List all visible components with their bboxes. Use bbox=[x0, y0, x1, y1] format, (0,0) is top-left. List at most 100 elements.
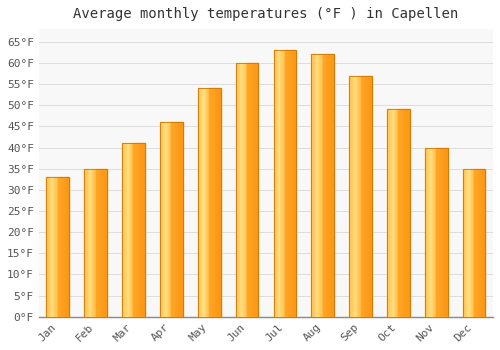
Bar bbox=[358, 76, 360, 317]
Bar bbox=[140, 143, 141, 317]
Bar bbox=[292, 50, 293, 317]
Bar bbox=[365, 76, 366, 317]
Bar bbox=[357, 76, 358, 317]
Bar bbox=[178, 122, 179, 317]
Bar bbox=[202, 88, 203, 317]
Bar bbox=[84, 169, 107, 317]
Bar bbox=[484, 169, 486, 317]
Bar bbox=[170, 122, 172, 317]
Bar bbox=[352, 76, 354, 317]
Bar bbox=[425, 148, 448, 317]
Bar bbox=[208, 88, 209, 317]
Bar bbox=[144, 143, 145, 317]
Bar bbox=[443, 148, 444, 317]
Bar bbox=[68, 177, 69, 317]
Bar bbox=[216, 88, 217, 317]
Bar bbox=[324, 55, 325, 317]
Bar bbox=[350, 76, 352, 317]
Bar bbox=[392, 110, 394, 317]
Bar bbox=[370, 76, 371, 317]
Bar bbox=[282, 50, 284, 317]
Bar bbox=[482, 169, 483, 317]
Bar bbox=[387, 110, 410, 317]
Bar bbox=[387, 110, 388, 317]
Bar bbox=[364, 76, 365, 317]
Bar bbox=[317, 55, 318, 317]
Bar bbox=[363, 76, 364, 317]
Bar bbox=[198, 88, 220, 317]
Bar bbox=[52, 177, 53, 317]
Bar bbox=[312, 55, 314, 317]
Bar bbox=[168, 122, 169, 317]
Bar bbox=[402, 110, 403, 317]
Bar bbox=[470, 169, 472, 317]
Bar bbox=[432, 148, 433, 317]
Bar bbox=[210, 88, 212, 317]
Bar bbox=[98, 169, 99, 317]
Bar bbox=[480, 169, 481, 317]
Bar bbox=[50, 177, 51, 317]
Bar bbox=[476, 169, 478, 317]
Bar bbox=[96, 169, 98, 317]
Bar bbox=[246, 63, 247, 317]
Bar bbox=[58, 177, 59, 317]
Bar bbox=[244, 63, 246, 317]
Bar bbox=[56, 177, 58, 317]
Bar bbox=[142, 143, 144, 317]
Bar bbox=[388, 110, 390, 317]
Bar bbox=[200, 88, 201, 317]
Bar bbox=[239, 63, 240, 317]
Bar bbox=[124, 143, 126, 317]
Bar bbox=[129, 143, 130, 317]
Bar bbox=[217, 88, 218, 317]
Bar bbox=[86, 169, 88, 317]
Bar bbox=[174, 122, 176, 317]
Bar bbox=[428, 148, 430, 317]
Bar bbox=[468, 169, 469, 317]
Bar bbox=[366, 76, 368, 317]
Bar bbox=[442, 148, 443, 317]
Bar bbox=[285, 50, 286, 317]
Bar bbox=[328, 55, 330, 317]
Bar bbox=[396, 110, 398, 317]
Bar bbox=[360, 76, 362, 317]
Bar bbox=[94, 169, 96, 317]
Bar bbox=[248, 63, 250, 317]
Bar bbox=[472, 169, 473, 317]
Bar bbox=[438, 148, 440, 317]
Bar bbox=[84, 169, 86, 317]
Bar bbox=[316, 55, 317, 317]
Bar bbox=[179, 122, 180, 317]
Bar bbox=[104, 169, 106, 317]
Bar bbox=[290, 50, 292, 317]
Bar bbox=[463, 169, 464, 317]
Bar bbox=[320, 55, 322, 317]
Bar bbox=[100, 169, 102, 317]
Bar bbox=[160, 122, 161, 317]
Bar bbox=[284, 50, 285, 317]
Bar bbox=[400, 110, 402, 317]
Bar bbox=[238, 63, 239, 317]
Bar bbox=[426, 148, 427, 317]
Bar bbox=[180, 122, 182, 317]
Bar bbox=[92, 169, 94, 317]
Bar bbox=[160, 122, 182, 317]
Bar bbox=[90, 169, 91, 317]
Bar bbox=[250, 63, 252, 317]
Bar bbox=[46, 177, 69, 317]
Bar bbox=[122, 143, 145, 317]
Bar bbox=[356, 76, 357, 317]
Bar bbox=[60, 177, 61, 317]
Bar bbox=[236, 63, 258, 317]
Bar bbox=[207, 88, 208, 317]
Bar bbox=[134, 143, 136, 317]
Bar bbox=[88, 169, 89, 317]
Bar bbox=[446, 148, 448, 317]
Bar bbox=[294, 50, 295, 317]
Bar bbox=[435, 148, 436, 317]
Bar bbox=[62, 177, 64, 317]
Bar bbox=[46, 177, 48, 317]
Bar bbox=[123, 143, 124, 317]
Bar bbox=[293, 50, 294, 317]
Bar bbox=[214, 88, 215, 317]
